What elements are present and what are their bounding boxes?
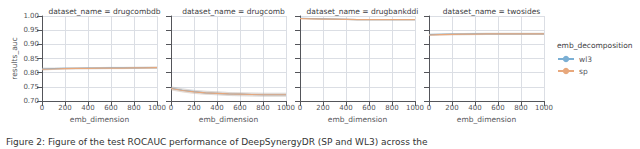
svg-text:wl3: wl3 (579, 55, 592, 64)
svg-text:400: 400 (81, 104, 94, 112)
svg-text:0: 0 (169, 104, 173, 112)
svg-text:0.95: 0.95 (23, 26, 39, 34)
svg-text:sp: sp (579, 67, 588, 76)
svg-text:200: 200 (58, 104, 71, 112)
svg-text:dataset_name = twosides: dataset_name = twosides (443, 7, 540, 16)
svg-text:dataset_name = drugcombdb: dataset_name = drugcombdb (48, 7, 160, 16)
svg-text:emb_dimension: emb_dimension (199, 115, 259, 124)
svg-text:Figure 2: Figure of the test R: Figure 2: Figure of the test ROCAUC perf… (6, 137, 428, 147)
svg-text:600: 600 (491, 104, 504, 112)
svg-text:200: 200 (445, 104, 458, 112)
svg-text:800: 800 (514, 104, 527, 112)
svg-text:0.90: 0.90 (23, 40, 39, 48)
svg-text:emb_decomposition: emb_decomposition (557, 41, 633, 50)
svg-text:400: 400 (210, 104, 223, 112)
svg-text:1.00: 1.00 (23, 12, 39, 20)
svg-text:results_auc: results_auc (10, 37, 19, 79)
svg-text:emb_dimension: emb_dimension (328, 115, 388, 124)
svg-text:1000: 1000 (277, 104, 295, 112)
svg-text:0.85: 0.85 (23, 55, 39, 63)
svg-text:0: 0 (298, 104, 302, 112)
svg-text:1000: 1000 (406, 104, 424, 112)
svg-text:600: 600 (233, 104, 246, 112)
svg-text:emb_dimension: emb_dimension (70, 115, 130, 124)
svg-text:emb_dimension: emb_dimension (457, 115, 517, 124)
svg-text:200: 200 (187, 104, 200, 112)
svg-text:1000: 1000 (148, 104, 166, 112)
svg-text:dataset_name = drugcomb: dataset_name = drugcomb (182, 7, 285, 16)
svg-text:200: 200 (316, 104, 329, 112)
svg-text:0.80: 0.80 (23, 69, 39, 77)
svg-text:0.75: 0.75 (23, 83, 39, 91)
svg-text:dataset_name = drugbankddi: dataset_name = drugbankddi (307, 7, 419, 16)
svg-text:400: 400 (339, 104, 352, 112)
svg-text:400: 400 (468, 104, 481, 112)
svg-text:600: 600 (362, 104, 375, 112)
svg-text:800: 800 (256, 104, 269, 112)
svg-text:600: 600 (104, 104, 117, 112)
svg-text:0: 0 (427, 104, 431, 112)
svg-text:800: 800 (385, 104, 398, 112)
svg-text:0.70: 0.70 (23, 97, 39, 105)
svg-text:800: 800 (127, 104, 140, 112)
svg-text:0: 0 (40, 104, 44, 112)
svg-text:1000: 1000 (535, 104, 553, 112)
